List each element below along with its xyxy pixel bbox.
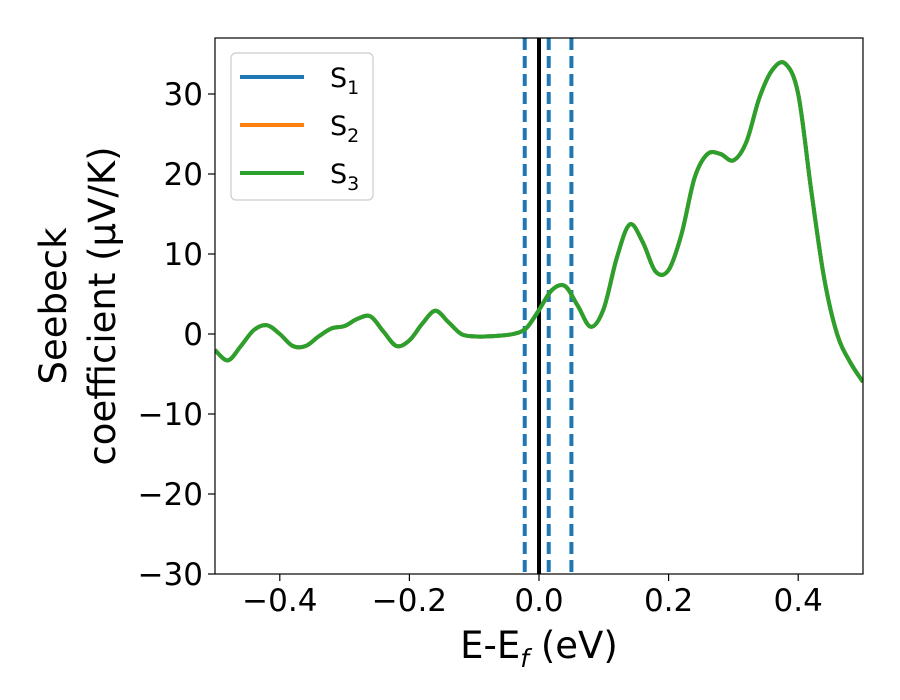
y-tick-label: 0 bbox=[183, 317, 203, 353]
y-tick-label: −20 bbox=[138, 477, 203, 513]
vertical-lines bbox=[522, 38, 574, 574]
y-axis-label: Seebeck coefficient (μV/K) bbox=[32, 146, 124, 465]
series-line-s3 bbox=[215, 60, 863, 384]
series-lines bbox=[215, 60, 863, 384]
x-tick-label: 0.4 bbox=[774, 583, 823, 619]
legend-label-s3: S3 bbox=[330, 159, 359, 195]
y-axis-label-line2: coefficient (μV/K) bbox=[81, 146, 124, 465]
plot-area bbox=[215, 38, 863, 574]
legend-label-s2: S2 bbox=[330, 111, 359, 147]
y-tick-label: 20 bbox=[164, 157, 203, 193]
y-tick-label: −10 bbox=[138, 397, 203, 433]
y-tick-label: 30 bbox=[164, 77, 203, 113]
x-tick-label: 0.0 bbox=[514, 583, 563, 619]
legend-label-s1: S1 bbox=[330, 63, 359, 99]
x-axis-ticks: −0.4 −0.2 0.0 0.2 0.4 bbox=[242, 574, 823, 619]
y-tick-label: −30 bbox=[138, 557, 203, 593]
x-axis-label: E-Ef (eV) bbox=[460, 624, 618, 673]
y-axis-ticks: −30 −20 −10 0 10 20 30 bbox=[138, 77, 215, 593]
legend: S1 S2 S3 bbox=[230, 52, 374, 201]
x-tick-label: 0.2 bbox=[644, 583, 693, 619]
y-axis-label-line1: Seebeck bbox=[32, 227, 75, 385]
y-tick-label: 10 bbox=[164, 237, 203, 273]
x-tick-label: −0.4 bbox=[242, 583, 317, 619]
x-tick-label: −0.2 bbox=[372, 583, 447, 619]
